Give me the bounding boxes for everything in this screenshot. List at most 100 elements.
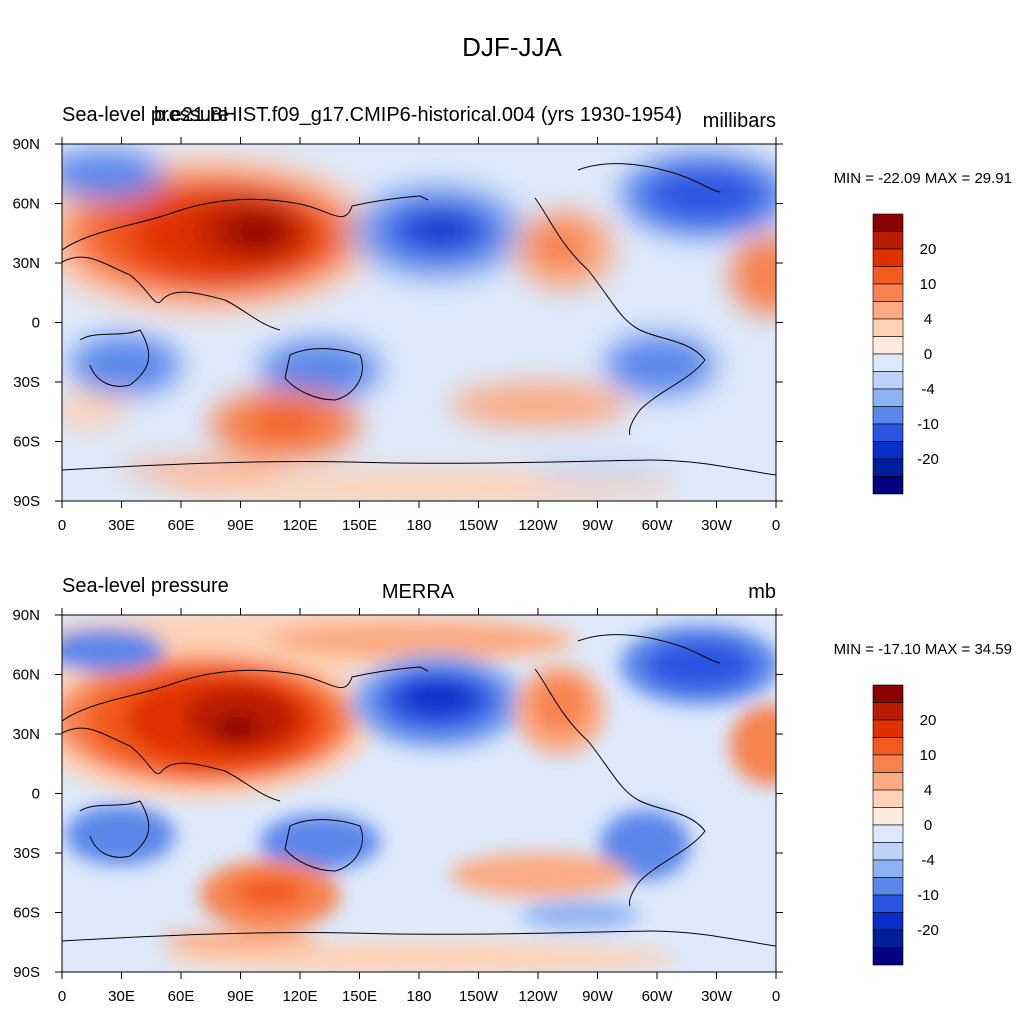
x-tick-label: 150E [342, 988, 377, 1005]
x-tick-label: 60W [642, 988, 674, 1005]
y-tick-label: 60N [12, 196, 40, 213]
colorbar-label: -4 [921, 852, 934, 869]
x-tick-label: 30W [701, 988, 733, 1005]
y-tick-label: 90N [12, 136, 40, 153]
x-tick-label: 30W [701, 517, 733, 534]
y-tick-label: 30S [13, 845, 40, 862]
panel-1-units: millibars [703, 110, 776, 132]
colorbar-segment [872, 754, 904, 773]
panel-1-colorbar: 20 10 4 0 -4 -10 -20 [872, 213, 939, 495]
colorbar-label: 0 [924, 817, 932, 834]
colorbar-segment [872, 842, 904, 861]
x-tick-label: 60W [642, 517, 674, 534]
x-tick-label: 0 [58, 988, 66, 1005]
colorbar-label: -10 [917, 416, 939, 433]
main-title: DJF-JJA [462, 32, 562, 62]
x-tick-label: 0 [58, 517, 66, 534]
colorbar-label: -20 [917, 922, 939, 939]
x-tick-label: 120E [282, 517, 317, 534]
colorbar-segment [872, 789, 904, 808]
colorbar-segment [872, 877, 904, 896]
panel-2-center-label: MERRA [382, 581, 455, 603]
x-tick-label: 150W [459, 988, 499, 1005]
panel-1-stats: MIN = -22.09 MAX = 29.91 [834, 170, 1012, 187]
colorbar-label: 0 [924, 346, 932, 363]
x-tick-label: 0 [772, 988, 780, 1005]
colorbar-segment [872, 336, 904, 355]
colorbar-segment [872, 423, 904, 442]
colorbar-segment [872, 929, 904, 948]
colorbar-segment [872, 737, 904, 756]
y-tick-label: 30S [13, 374, 40, 391]
panel-2-map [62, 615, 776, 972]
y-tick-label: 0 [32, 786, 40, 803]
panel-1: Sea-level pressure b.e21.BHIST.f09_g17.C… [12, 104, 1012, 534]
colorbar-segment [872, 912, 904, 931]
x-tick-label: 0 [772, 517, 780, 534]
x-tick-label: 60E [168, 517, 195, 534]
colorbar-label: 20 [920, 712, 937, 729]
x-tick-label: 30E [108, 517, 135, 534]
y-tick-label: 60N [12, 667, 40, 684]
y-tick-label: 90N [12, 607, 40, 624]
colorbar-segment [872, 353, 904, 372]
y-tick-label: 60S [13, 905, 40, 922]
x-tick-label: 150W [459, 517, 499, 534]
colorbar-label: 10 [920, 276, 937, 293]
colorbar-label: 20 [920, 241, 937, 258]
x-tick-label: 90W [582, 517, 614, 534]
panel-2-axes: 0 30E 60E 90E 120E 150E 180 150W 120W 90W 60W 30W 0 9… [12, 607, 783, 1005]
colorbar-segment [872, 301, 904, 320]
panel-2-units: mb [748, 581, 776, 603]
colorbar-segment [872, 947, 904, 966]
colorbar-segment [872, 371, 904, 390]
panel-1-left-label: Sea-level pressure [62, 104, 229, 126]
colorbar-segment [872, 476, 904, 495]
colorbar-segment [872, 248, 904, 267]
colorbar-segment [872, 231, 904, 250]
panel-1-center-label: b.e21.BHIST.f09_g17.CMIP6-historical.004… [154, 104, 682, 126]
colorbar-segment [872, 458, 904, 477]
colorbar-segment [872, 283, 904, 302]
colorbar-label: 4 [924, 782, 932, 799]
colorbar-label: 10 [920, 747, 937, 764]
colorbar-label: -10 [917, 887, 939, 904]
colorbar-segment [872, 702, 904, 721]
colorbar-segment [872, 441, 904, 460]
panel-2: Sea-level pressure MERRA mb MIN = -17.10… [12, 575, 1012, 1005]
colorbar-segment [872, 772, 904, 791]
colorbar-segment [872, 824, 904, 843]
panel-1-axes: 0 30E 60E 90E 120E 150E 180 150W 120W 90W 60W 30W 0 9… [12, 136, 783, 534]
y-tick-label: 0 [32, 315, 40, 332]
x-tick-label: 120W [518, 517, 558, 534]
colorbar-segment [872, 406, 904, 425]
colorbar-label: -20 [917, 451, 939, 468]
x-tick-label: 60E [168, 988, 195, 1005]
colorbar-segment [872, 807, 904, 826]
x-tick-label: 90W [582, 988, 614, 1005]
panel-2-stats: MIN = -17.10 MAX = 34.59 [834, 641, 1012, 658]
colorbar-segment [872, 388, 904, 407]
x-tick-label: 90E [227, 988, 254, 1005]
x-tick-label: 180 [406, 988, 431, 1005]
colorbar-segment [872, 684, 904, 703]
x-tick-label: 120E [282, 988, 317, 1005]
panel-2-colorbar: 20 10 4 0 -4 -10 -20 [872, 684, 939, 966]
x-tick-label: 30E [108, 988, 135, 1005]
colorbar-segment [872, 719, 904, 738]
x-tick-label: 150E [342, 517, 377, 534]
y-tick-label: 60S [13, 434, 40, 451]
colorbar-segment [872, 213, 904, 232]
y-tick-label: 30N [12, 726, 40, 743]
x-tick-label: 120W [518, 988, 558, 1005]
colorbar-segment [872, 318, 904, 337]
y-tick-label: 30N [12, 255, 40, 272]
y-tick-label: 90S [13, 493, 40, 510]
panel-2-left-label: Sea-level pressure [62, 575, 229, 597]
x-tick-label: 180 [406, 517, 431, 534]
panel-1-map [62, 144, 776, 501]
x-tick-label: 90E [227, 517, 254, 534]
colorbar-segment [872, 894, 904, 913]
colorbar-segment [872, 859, 904, 878]
